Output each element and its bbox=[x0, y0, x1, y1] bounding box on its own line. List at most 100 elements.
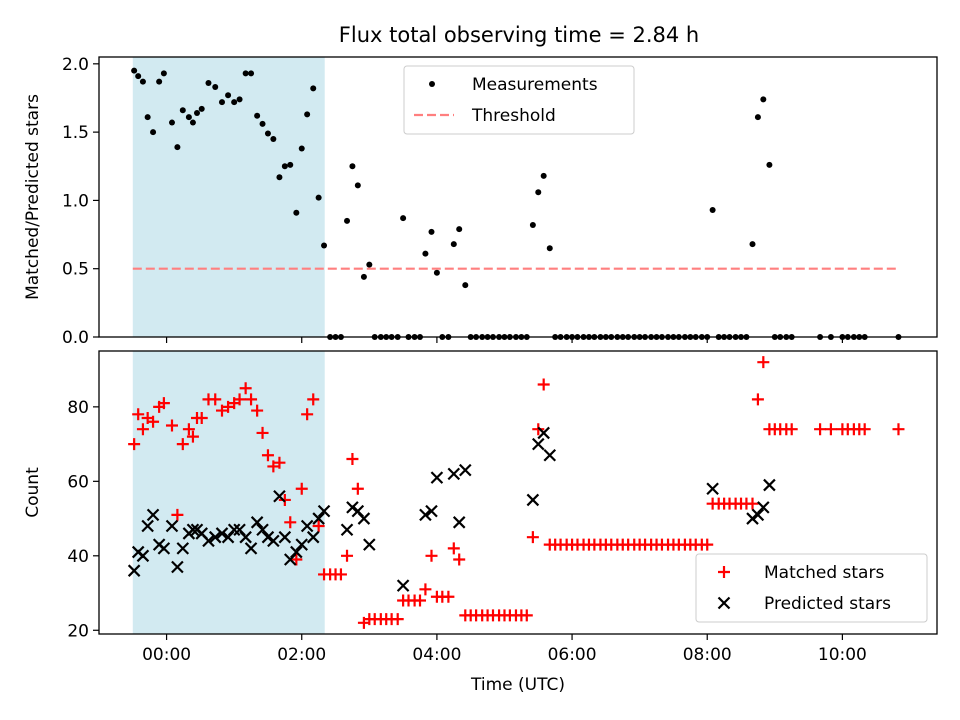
predicted-star-point bbox=[751, 508, 765, 522]
matched-star-point bbox=[701, 538, 714, 551]
measurement-point bbox=[760, 96, 767, 103]
predicted-star-point bbox=[357, 512, 371, 525]
predicted-star-point bbox=[430, 471, 444, 484]
predicted-star-point bbox=[239, 530, 252, 544]
measurement-point bbox=[354, 182, 361, 189]
y-tick-label: 1.0 bbox=[62, 191, 89, 211]
matched-star-point bbox=[391, 613, 404, 626]
measurement-point bbox=[321, 242, 328, 249]
measurement-point bbox=[185, 114, 192, 121]
y-tick-label: 0.0 bbox=[62, 328, 89, 348]
measurement-point bbox=[254, 112, 261, 119]
matched-star-point bbox=[284, 516, 297, 529]
measurement-point bbox=[709, 206, 716, 213]
predicted-star-point bbox=[136, 549, 150, 563]
predicted-star-point bbox=[531, 437, 545, 451]
matched-star-point bbox=[334, 568, 347, 581]
matched-star-point bbox=[239, 382, 252, 395]
x-tick-label: 02:00 bbox=[277, 645, 326, 665]
predicted-star-point bbox=[171, 560, 184, 574]
matched-star-point bbox=[278, 493, 291, 506]
legend-box bbox=[695, 553, 928, 623]
matched-star-point bbox=[447, 542, 460, 555]
matched-star-point bbox=[532, 423, 545, 436]
measurement-point bbox=[456, 226, 463, 233]
matched-star-point bbox=[824, 423, 837, 436]
bottom-panel-counts: 20 40 60 80 00:00 02:00 04:00 06:00 08:00 10:00 Co… bbox=[23, 350, 938, 695]
axes-frame bbox=[98, 56, 938, 338]
measurement-point bbox=[264, 130, 271, 137]
matched-star-point bbox=[290, 553, 303, 566]
measurement-point bbox=[248, 70, 255, 77]
matched-star-point bbox=[751, 393, 764, 406]
measurement-point bbox=[281, 163, 288, 170]
matched-star-point bbox=[419, 583, 432, 596]
measurement-point bbox=[529, 222, 536, 228]
measurement-point bbox=[766, 161, 773, 168]
measurement-point bbox=[259, 120, 266, 127]
measurement-point bbox=[450, 241, 457, 248]
measurement-point bbox=[156, 78, 163, 85]
legend-predicted-swatch bbox=[717, 596, 731, 610]
measurement-point bbox=[400, 215, 407, 222]
measurement-point bbox=[546, 245, 553, 252]
measurement-point bbox=[131, 67, 138, 74]
measurement-point bbox=[270, 135, 277, 142]
predicted-star-point bbox=[215, 527, 229, 540]
predicted-star-point bbox=[250, 516, 264, 529]
matched-star-point bbox=[425, 549, 438, 562]
measurement-point bbox=[193, 110, 200, 116]
matched-star-point bbox=[757, 356, 770, 369]
predicted-star-point bbox=[261, 530, 275, 544]
series-matched-stars bbox=[128, 356, 905, 629]
predicted-star-point bbox=[186, 523, 200, 537]
matched-star-point bbox=[215, 404, 228, 417]
measurement-point bbox=[754, 114, 761, 121]
measurement-point bbox=[160, 70, 167, 77]
predicted-star-point bbox=[526, 493, 540, 507]
matched-star-point bbox=[165, 419, 178, 432]
predicted-star-point bbox=[706, 482, 719, 496]
chart-title: Flux total observing time = 2.84 h bbox=[339, 23, 699, 47]
matched-star-point bbox=[341, 549, 354, 562]
measurement-point bbox=[242, 70, 249, 77]
matched-star-point bbox=[520, 609, 533, 622]
measurement-point bbox=[293, 209, 300, 216]
predicted-star-point bbox=[543, 448, 557, 462]
matched-star-point bbox=[295, 482, 308, 495]
legend-matched-swatch bbox=[718, 566, 730, 578]
predicted-star-point bbox=[202, 534, 215, 548]
predicted-star-point bbox=[447, 467, 461, 481]
legend-label: Predicted stars bbox=[764, 594, 891, 614]
predicted-star-point bbox=[176, 542, 190, 555]
measurement-point bbox=[189, 119, 196, 126]
y-tick-label: 40 bbox=[67, 547, 89, 567]
legend: Measurements Threshold bbox=[403, 65, 635, 135]
predicted-star-point bbox=[165, 519, 179, 533]
matched-star-point bbox=[526, 531, 539, 544]
matched-star-point bbox=[273, 456, 286, 469]
top-panel-ratio: 0.0 0.5 1.0 1.5 2.0 Matched/Predicted stars Me… bbox=[23, 55, 938, 348]
legend-label: Threshold bbox=[471, 106, 556, 126]
matched-star-point bbox=[233, 393, 246, 406]
predicted-star-point bbox=[146, 508, 160, 522]
measurement-point bbox=[198, 105, 205, 112]
predicted-star-point bbox=[396, 579, 410, 592]
matched-star-point bbox=[136, 423, 149, 436]
observing-span bbox=[132, 57, 325, 337]
predicted-star-point bbox=[757, 501, 770, 514]
matched-star-point bbox=[442, 590, 455, 603]
measurement-point bbox=[433, 269, 440, 276]
predicted-star-point bbox=[459, 463, 472, 477]
predicted-star-point bbox=[746, 512, 759, 525]
legend: Matched stars Predicted stars bbox=[695, 553, 928, 623]
measurement-point bbox=[135, 73, 142, 80]
measurement-point bbox=[310, 85, 317, 92]
predicted-star-point bbox=[312, 512, 325, 525]
measurement-point bbox=[535, 189, 542, 196]
measurement-point bbox=[462, 282, 469, 289]
matched-star-point bbox=[176, 438, 189, 451]
series-predicted-stars bbox=[127, 426, 776, 592]
matched-star-point bbox=[245, 393, 258, 406]
axes-frame bbox=[98, 350, 938, 635]
